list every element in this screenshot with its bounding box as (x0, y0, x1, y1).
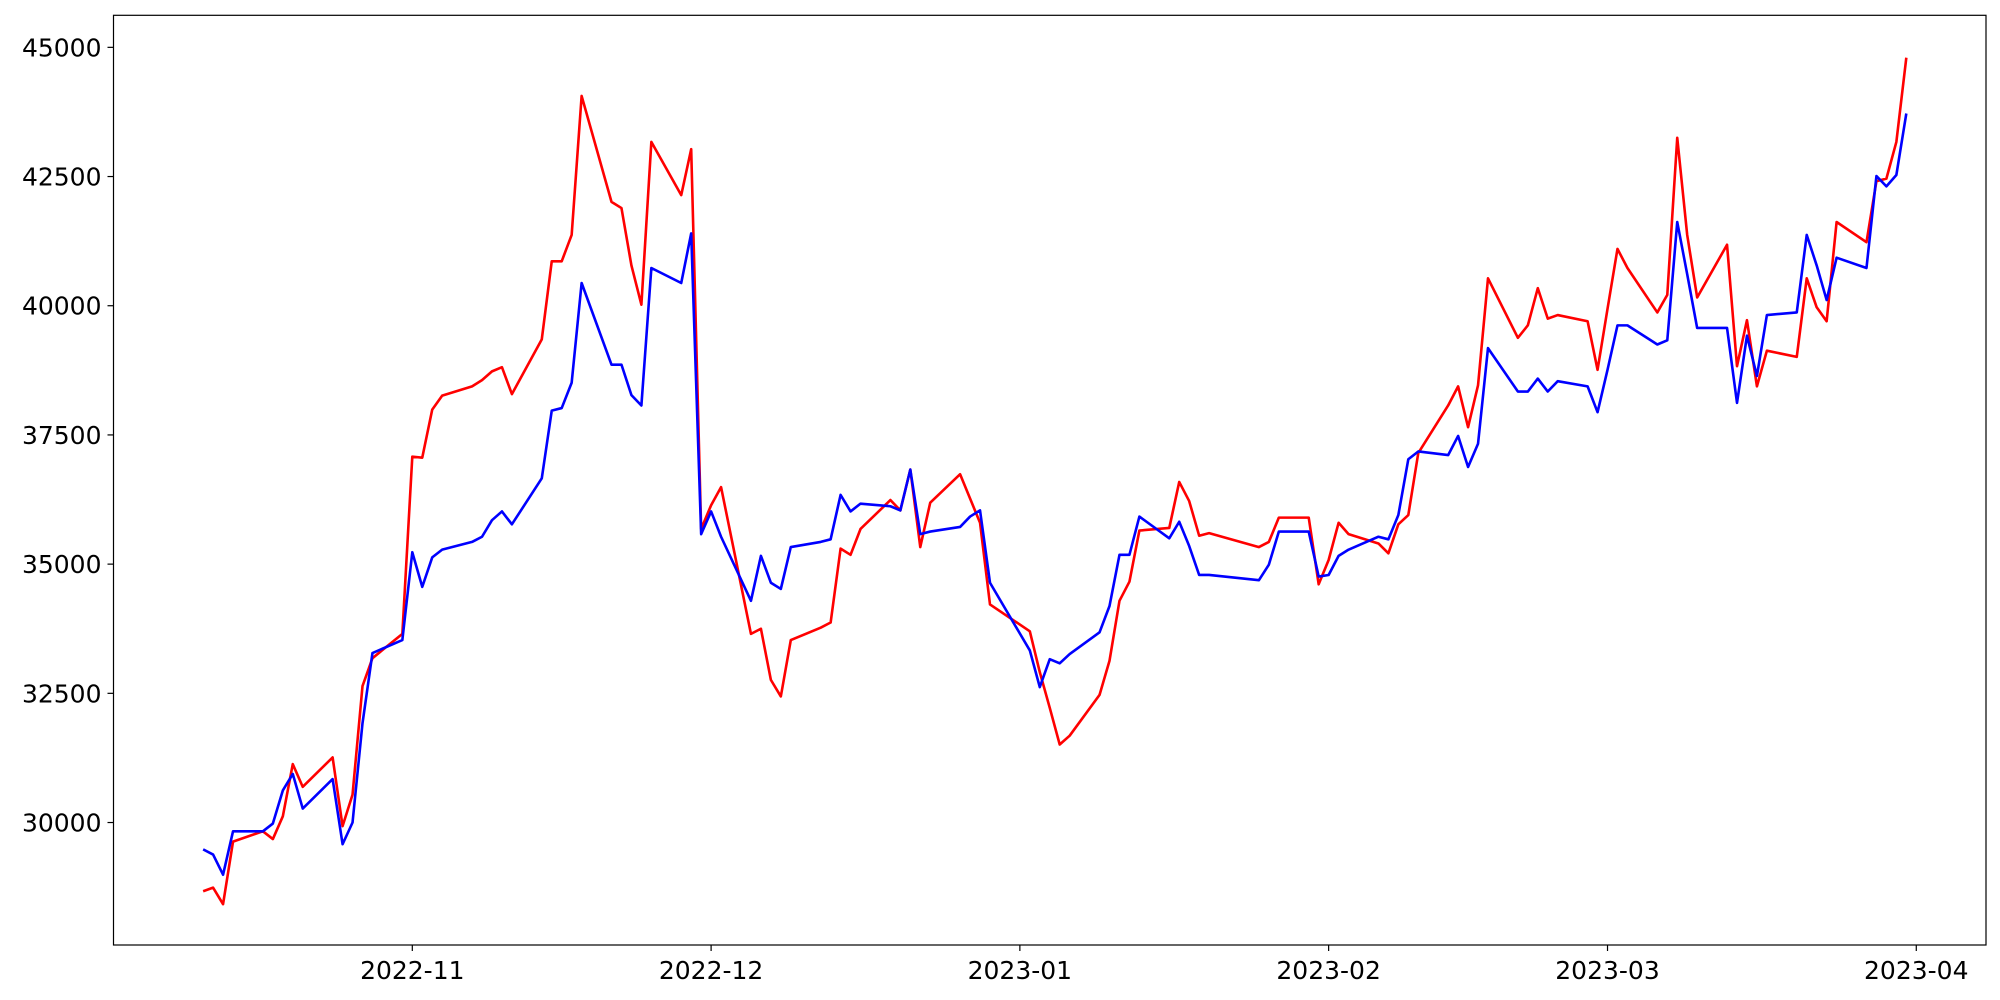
plot-frame (112, 14, 1987, 946)
y-tick-label: 42500 (22, 163, 102, 192)
y-tick-label: 40000 (22, 292, 102, 321)
series-line (202, 57, 1908, 906)
y-tick-label: 30000 (22, 809, 102, 838)
x-tick-label: 2022-11 (360, 956, 464, 985)
x-tick-label: 2023-03 (1555, 956, 1659, 985)
x-tick-label: 2023-04 (1864, 956, 1968, 985)
y-tick-label: 45000 (22, 33, 102, 62)
y-tick-label: 37500 (22, 421, 102, 450)
x-tick-label: 2022-12 (659, 956, 763, 985)
x-tick-label: 2023-02 (1276, 956, 1380, 985)
y-tick-label: 32500 (22, 679, 102, 708)
x-tick-label: 2023-01 (968, 956, 1072, 985)
series-line (202, 113, 1908, 877)
y-tick-label: 35000 (22, 550, 102, 579)
